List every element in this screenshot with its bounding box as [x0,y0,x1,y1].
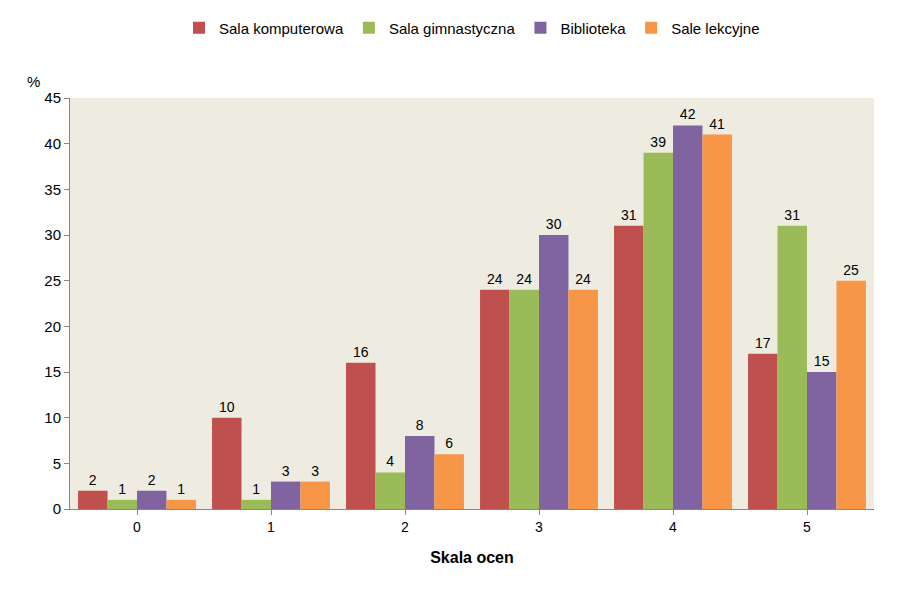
svg-text:1: 1 [118,481,126,497]
svg-text:Sale lekcyjne: Sale lekcyjne [671,20,759,37]
svg-text:4: 4 [386,453,394,469]
svg-text:15: 15 [44,363,61,380]
svg-text:1: 1 [252,481,260,497]
svg-text:3: 3 [311,463,319,479]
svg-text:4: 4 [669,519,677,535]
svg-text:31: 31 [784,207,800,223]
svg-text:5: 5 [803,519,811,535]
svg-text:2: 2 [148,472,156,488]
svg-text:%: % [27,73,40,90]
svg-text:Sala komputerowa: Sala komputerowa [219,20,344,37]
svg-text:41: 41 [709,116,725,132]
svg-text:25: 25 [843,262,859,278]
svg-text:39: 39 [650,134,666,150]
svg-text:3: 3 [282,463,290,479]
svg-text:25: 25 [44,272,61,289]
svg-text:40: 40 [44,135,61,152]
svg-text:16: 16 [353,344,369,360]
svg-text:Biblioteka: Biblioteka [560,20,626,37]
svg-text:30: 30 [546,216,562,232]
svg-text:24: 24 [516,271,532,287]
svg-text:24: 24 [487,271,503,287]
svg-text:17: 17 [755,335,771,351]
svg-text:10: 10 [219,399,235,415]
svg-text:1: 1 [267,519,275,535]
svg-text:5: 5 [53,455,61,472]
svg-text:1: 1 [177,481,185,497]
svg-text:2: 2 [89,472,97,488]
svg-text:Sala gimnastyczna: Sala gimnastyczna [389,20,516,37]
svg-text:45: 45 [44,89,61,106]
svg-text:31: 31 [621,207,637,223]
svg-text:Skala ocen: Skala ocen [430,549,514,566]
svg-text:35: 35 [44,181,61,198]
svg-text:15: 15 [814,353,830,369]
svg-text:10: 10 [44,409,61,426]
svg-text:0: 0 [133,519,141,535]
svg-text:42: 42 [680,106,696,122]
svg-text:0: 0 [53,500,61,517]
svg-text:8: 8 [416,417,424,433]
svg-text:3: 3 [535,519,543,535]
svg-text:24: 24 [575,271,591,287]
svg-text:6: 6 [445,435,453,451]
svg-text:20: 20 [44,318,61,335]
svg-text:30: 30 [44,226,61,243]
svg-text:2: 2 [401,519,409,535]
